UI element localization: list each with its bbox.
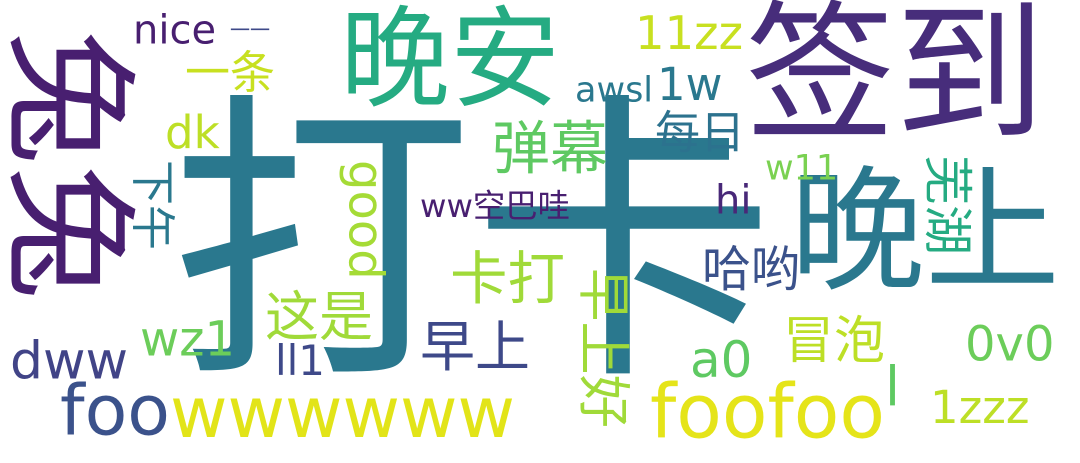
word-ww-kongbawa: ww空巴哇: [420, 187, 570, 225]
word-qiandao: 签到: [745, 0, 1045, 162]
word-kada: 卡打: [450, 244, 565, 313]
word-foo: foo: [60, 369, 170, 452]
word-wwwwww: wwwwww: [170, 371, 515, 454]
word-dakai: 打卡: [170, 67, 775, 422]
word-zheshi: 这是: [265, 285, 373, 349]
word-a0: a0: [690, 330, 753, 389]
word-zaoshang: 早上: [420, 315, 530, 380]
word-11zz: 11zz: [635, 5, 743, 61]
word-w11: w11: [765, 146, 839, 188]
word-ll1: ll1: [275, 336, 325, 386]
word-wz1: wz1: [140, 310, 235, 367]
word-foofoo: foofoo: [650, 368, 885, 456]
word-nice: nice: [133, 6, 217, 54]
word-wanan: 晚安: [340, 0, 560, 124]
word-hi: hi: [715, 176, 752, 224]
word-l: l: [885, 355, 900, 419]
word-wuhu: 芜湖: [918, 155, 977, 255]
word-danmu: 弹幕: [492, 114, 608, 183]
word-tutu: 兔兔: [0, 30, 148, 300]
word-yiyi: 一一: [230, 18, 270, 42]
word-good: good: [338, 160, 395, 280]
word-xiawu: 下午: [126, 160, 180, 250]
word-zaoshanghao: 早上好: [572, 268, 635, 428]
word-1zzz: 1zzz: [930, 380, 1030, 434]
word-dk: dk: [165, 105, 220, 159]
word-yitiao: 一条: [185, 45, 275, 99]
word-hayo: 哈哟: [702, 240, 800, 298]
word-maopao: 冒泡: [783, 310, 885, 371]
word-meiri: 每日: [655, 105, 745, 159]
word-awsl: awsl: [575, 68, 654, 110]
word-1w: 1w: [657, 57, 723, 111]
word-0v0: 0v0: [965, 315, 1055, 372]
word-wanshang: 晚上: [790, 152, 1060, 311]
word-dww: dww: [10, 330, 129, 392]
